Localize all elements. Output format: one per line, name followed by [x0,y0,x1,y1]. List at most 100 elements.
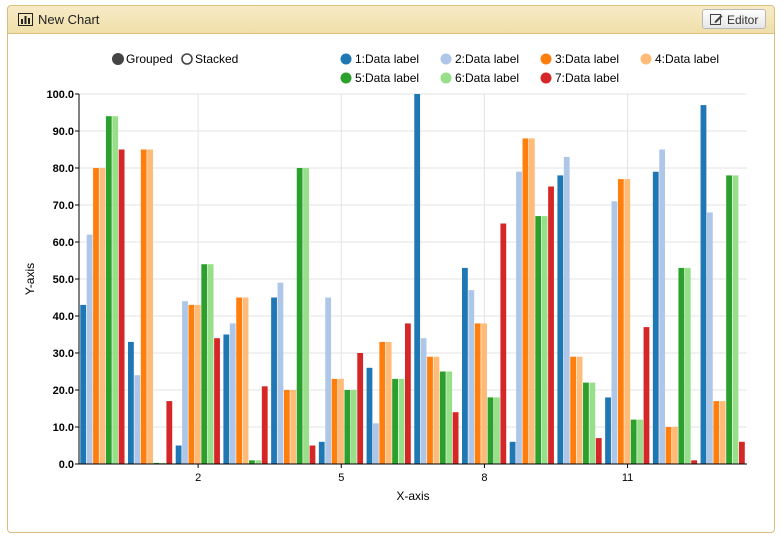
bar-series-6[interactable] [541,216,548,464]
bar-series-7[interactable] [214,338,220,464]
legend-label[interactable]: 1:Data label [355,52,419,66]
legend-label[interactable]: 6:Data label [455,71,519,85]
bar-series-2[interactable] [420,338,427,464]
bar-series-1[interactable] [80,304,87,464]
bar-series-1[interactable] [462,267,468,464]
bar-series-1[interactable] [700,105,707,464]
bar-series-3[interactable] [617,179,624,464]
bar-series-4[interactable] [528,138,535,464]
bar-series-5[interactable] [583,382,589,464]
bar-series-6[interactable] [398,378,405,464]
editor-button[interactable]: Editor [702,9,766,29]
bar-series-2[interactable] [468,290,475,464]
bar-series-1[interactable] [605,397,611,464]
mode-radio-stacked[interactable] [181,53,193,65]
mode-label-stacked[interactable]: Stacked [195,52,238,66]
bar-series-5[interactable] [392,378,398,464]
legend-label[interactable]: 4:Data label [655,52,719,66]
bar-series-7[interactable] [261,386,268,464]
bar-series-5[interactable] [201,264,208,464]
bar-series-1[interactable] [652,171,659,464]
bar-series-1[interactable] [223,334,230,465]
bar-series-4[interactable] [433,356,440,464]
legend-label[interactable]: 3:Data label [555,52,619,66]
bar-series-6[interactable] [207,264,214,464]
bar-series-6[interactable] [160,462,166,464]
bar-series-2[interactable] [611,201,618,465]
bar-series-6[interactable] [255,460,262,464]
bar-series-7[interactable] [452,412,459,464]
mode-label-grouped[interactable]: Grouped [126,52,173,66]
legend-label[interactable]: 2:Data label [455,52,519,66]
legend-swatch[interactable] [540,53,552,65]
bar-series-3[interactable] [427,356,433,464]
bar-series-6[interactable] [350,390,357,464]
bar-series-6[interactable] [684,267,691,464]
bar-series-2[interactable] [229,323,236,464]
bar-series-2[interactable] [182,301,188,464]
bar-series-4[interactable] [194,304,201,464]
bar-series-4[interactable] [290,390,297,464]
bar-series-4[interactable] [338,378,344,464]
bar-series-7[interactable] [500,223,507,465]
bar-series-3[interactable] [379,341,386,464]
bar-series-6[interactable] [446,371,453,465]
bar-series-1[interactable] [509,441,516,464]
bar-series-6[interactable] [303,168,309,464]
bar-series-3[interactable] [713,401,720,464]
bar-series-5[interactable] [678,267,685,464]
bar-series-6[interactable] [732,175,739,464]
bar-series-2[interactable] [325,297,332,465]
bar-series-4[interactable] [672,427,678,464]
bar-series-6[interactable] [589,382,596,464]
bar-series-1[interactable] [128,341,134,464]
bar-series-2[interactable] [706,212,713,464]
bar-series-3[interactable] [570,356,577,464]
legend-swatch[interactable] [440,72,452,84]
bar-series-5[interactable] [487,397,494,464]
bar-series-3[interactable] [665,427,672,464]
bar-series-7[interactable] [309,445,316,465]
bar-series-7[interactable] [166,401,173,464]
bar-series-7[interactable] [548,186,554,465]
bar-series-2[interactable] [134,375,141,464]
bar-series-4[interactable] [242,297,249,465]
legend-swatch[interactable] [440,53,452,65]
bar-series-5[interactable] [535,216,542,464]
mode-radio-grouped[interactable] [112,53,124,65]
bar-series-4[interactable] [719,401,726,464]
bar-series-4[interactable] [481,323,488,464]
bar-series-5[interactable] [726,175,732,464]
bar-series-3[interactable] [140,149,147,465]
bar-series-3[interactable] [283,390,290,464]
legend-swatch[interactable] [640,53,652,65]
bar-series-5[interactable] [630,419,637,464]
bar-series-3[interactable] [331,378,338,464]
bar-series-3[interactable] [474,323,481,464]
bar-series-1[interactable] [557,175,564,464]
bar-series-7[interactable] [643,327,650,464]
legend-swatch[interactable] [340,53,352,65]
bar-series-4[interactable] [99,168,106,464]
legend-label[interactable]: 5:Data label [355,71,419,85]
bar-series-4[interactable] [385,341,392,464]
bar-series-7[interactable] [738,441,745,464]
bar-series-6[interactable] [112,116,119,464]
bar-series-2[interactable] [277,282,284,464]
bar-series-6[interactable] [494,397,500,464]
bar-series-4[interactable] [576,356,583,464]
legend-swatch[interactable] [540,72,552,84]
bar-series-3[interactable] [522,138,529,464]
bar-series-7[interactable] [118,149,125,465]
bar-series-5[interactable] [153,462,160,464]
bar-series-2[interactable] [516,171,522,464]
bar-series-3[interactable] [93,168,99,464]
bar-series-2[interactable] [659,149,666,465]
bar-series-1[interactable] [414,94,421,464]
bar-series-3[interactable] [188,304,195,464]
bar-series-5[interactable] [439,371,446,465]
bar-series-1[interactable] [318,441,325,464]
bar-series-4[interactable] [147,149,154,465]
bar-series-1[interactable] [366,367,373,464]
bar-series-7[interactable] [691,460,698,464]
